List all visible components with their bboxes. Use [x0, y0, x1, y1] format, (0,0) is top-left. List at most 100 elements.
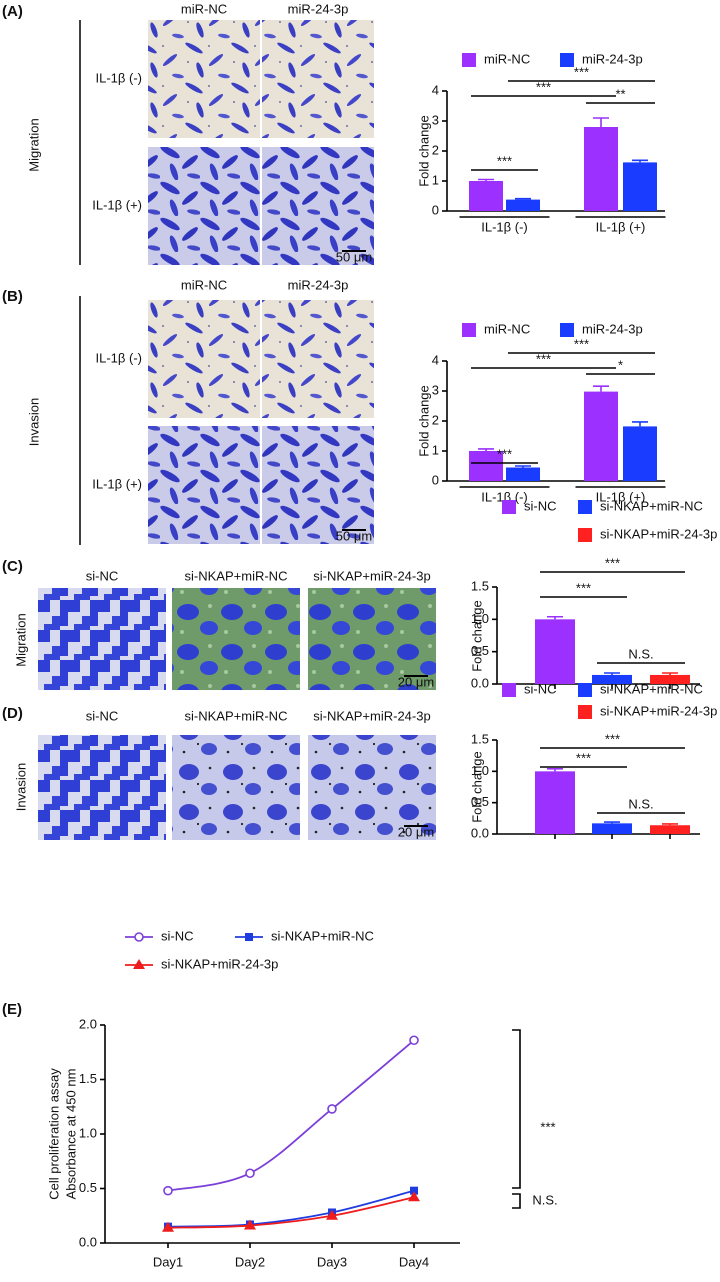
y-tick-label: 1.0	[79, 1125, 97, 1140]
side-label: Migration	[26, 118, 41, 171]
column-label: si-NKAP+miR-24-3p	[313, 568, 430, 583]
legend-swatch	[462, 323, 476, 337]
legend-label: si-NC	[524, 498, 557, 513]
significance-label: ***	[576, 580, 591, 595]
error-bar	[593, 385, 609, 392]
micrograph	[262, 20, 374, 138]
x-tick-label: Day1	[153, 1254, 183, 1269]
error-bar	[547, 768, 563, 772]
micrograph	[148, 147, 260, 265]
legend-label: miR-NC	[484, 321, 530, 336]
y-tick-label: 0.0	[79, 1234, 97, 1249]
bar	[584, 127, 618, 211]
error-bar	[632, 421, 648, 427]
series-line	[167, 1039, 415, 1192]
x-tick-label: IL-1β (-)	[481, 219, 527, 234]
x-tick-label: IL-1β (+)	[596, 219, 646, 234]
micrograph	[148, 426, 260, 544]
column-label: si-NC	[86, 708, 119, 723]
legend-swatch	[502, 500, 516, 514]
panel-label: (E)	[2, 1001, 22, 1018]
bar	[650, 674, 690, 684]
error-bar	[604, 821, 620, 824]
significance-label: N.S.	[628, 796, 653, 811]
legend-label: si-NC	[524, 681, 557, 696]
legend-swatch	[502, 683, 516, 697]
y-tick-label: 1.0	[471, 763, 489, 778]
marker	[409, 1035, 419, 1046]
legend-swatch	[578, 528, 592, 542]
y-tick-label: 0	[432, 472, 439, 487]
y-tick-label: 4	[432, 352, 439, 367]
legend-swatch	[560, 323, 574, 337]
marker	[408, 1191, 420, 1202]
micrograph	[172, 588, 300, 690]
bar	[650, 825, 690, 834]
marker	[163, 1185, 173, 1196]
error-bar	[604, 672, 620, 675]
significance-bracket	[512, 1193, 521, 1209]
micrograph	[308, 735, 436, 840]
y-tick-label: 3	[432, 112, 439, 127]
micrograph	[38, 735, 166, 840]
marker	[410, 1186, 418, 1195]
significance-label: N.S.	[532, 1192, 557, 1207]
micrograph	[172, 735, 300, 840]
bar	[506, 199, 540, 211]
legend-swatch	[462, 53, 476, 67]
significance-label: ***	[605, 555, 620, 570]
marker	[245, 1168, 255, 1179]
error-bar	[632, 159, 648, 163]
y-tick-label: 3	[432, 382, 439, 397]
bar	[592, 823, 632, 834]
significance-bracket	[512, 1029, 521, 1189]
column-label: si-NC	[86, 568, 119, 583]
x-tick-label: Day3	[317, 1254, 347, 1269]
bar	[623, 426, 657, 481]
series-line	[167, 1196, 415, 1229]
legend-label: si-NKAP+miR-NC	[600, 681, 703, 696]
x-tick-label: IL-1β (-)	[481, 489, 527, 504]
x-tick-label: IL-1β (+)	[596, 489, 646, 504]
bar	[535, 771, 575, 834]
legend-label: si-NKAP+miR-NC	[600, 498, 703, 513]
legend-swatch	[578, 683, 592, 697]
column-label: si-NKAP+miR-24-3p	[313, 708, 430, 723]
column-label: miR-24-3p	[288, 1, 349, 16]
significance-label: ***	[497, 446, 512, 461]
y-axis-label: Fold change	[416, 385, 431, 457]
significance-label: N.S.	[628, 646, 653, 661]
legend-label: miR-24-3p	[582, 51, 643, 66]
y-tick-label: 0.5	[471, 794, 489, 809]
column-label: miR-NC	[181, 1, 227, 16]
y-tick-label: 0	[432, 202, 439, 217]
y-tick-label: 0.5	[471, 643, 489, 658]
column-label: miR-NC	[181, 277, 227, 292]
micrograph	[262, 426, 374, 544]
y-tick-label: 1.5	[471, 731, 489, 746]
significance-label: **	[615, 86, 625, 101]
side-label: Migration	[13, 613, 28, 666]
row-label: IL-1β (-)	[96, 70, 142, 85]
micrograph	[38, 588, 166, 690]
scale-bar-label: 50 μm	[336, 249, 372, 264]
legend-label: si-NC	[161, 928, 194, 943]
significance-label: *	[618, 357, 623, 372]
significance-label: ***	[540, 1119, 555, 1134]
panel-label: (D)	[2, 705, 23, 722]
error-bar	[515, 465, 531, 468]
significance-label: ***	[497, 153, 512, 168]
y-tick-label: 0.0	[471, 675, 489, 690]
y-tick-label: 4	[432, 82, 439, 97]
panel-label: (A)	[2, 3, 23, 20]
y-tick-label: 1.0	[471, 611, 489, 626]
micrograph	[148, 20, 260, 138]
column-label: miR-24-3p	[288, 277, 349, 292]
y-tick-label: 1	[432, 172, 439, 187]
row-label: IL-1β (-)	[96, 350, 142, 365]
y-tick-label: 1	[432, 442, 439, 457]
x-tick-label: Day2	[235, 1254, 265, 1269]
bar	[469, 451, 503, 481]
error-bar	[478, 178, 494, 181]
legend-label: si-NKAP+miR-24-3p	[600, 703, 717, 718]
